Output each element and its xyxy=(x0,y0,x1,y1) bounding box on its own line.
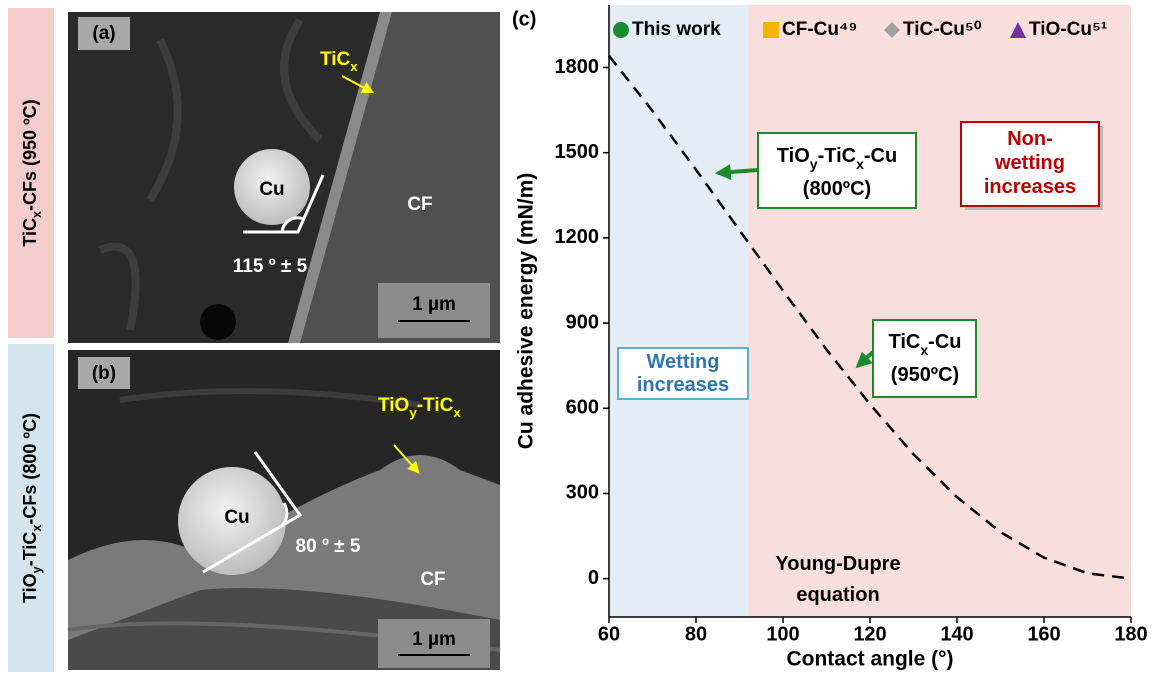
annotation-text-part: increases xyxy=(637,374,729,396)
annotation-text: wetting xyxy=(994,152,1065,174)
side-label-part: TiO xyxy=(20,573,40,603)
annotation-box xyxy=(617,347,749,400)
annotation-arrow xyxy=(855,350,875,369)
annotation-text: Wetting xyxy=(647,351,720,373)
phase-label: TiOy-TiCx xyxy=(378,395,461,420)
annotation-text: increases xyxy=(984,176,1076,198)
phase-label-part: x xyxy=(350,59,358,74)
legend-label: This work xyxy=(632,19,721,40)
angle-label: 115 º ± 5 xyxy=(233,256,308,277)
side-bar xyxy=(8,8,54,338)
y-tick-label: 900 xyxy=(566,311,599,333)
scale-label: 1 µm xyxy=(412,629,456,650)
annotation-text: TiOy-TiCx-Cu xyxy=(777,145,897,171)
annotation-arrow xyxy=(714,164,759,181)
annotation-text-part: TiC xyxy=(889,331,921,353)
region xyxy=(748,5,1131,617)
annotation-text: Non- xyxy=(1007,128,1053,150)
x-tick-label: 100 xyxy=(766,623,799,645)
side-label-part: -CFs (800 ºC) xyxy=(20,413,40,525)
annotation-text-part: y xyxy=(810,156,818,172)
annotation-text: equation xyxy=(796,584,879,606)
x-tick-label: 80 xyxy=(685,623,707,645)
annotation-box xyxy=(872,319,977,398)
annotation-text-part: -TiC xyxy=(818,145,857,167)
sem-image-b xyxy=(67,350,501,670)
phase-label-part: y xyxy=(409,405,417,420)
fiber-label: CF xyxy=(420,569,445,590)
side-label-part: y xyxy=(30,566,44,573)
x-tick-label: 160 xyxy=(1027,623,1060,645)
annotation-text-part: TiO xyxy=(777,145,810,167)
side-label-part: -CFs (950 ºC) xyxy=(20,99,40,211)
annotation-text-part: equation xyxy=(796,584,879,606)
particle-label: Cu xyxy=(259,179,284,200)
side-label-part: x xyxy=(30,211,44,218)
y-tick-label: 0 xyxy=(588,567,599,589)
y-tick-label: 1800 xyxy=(555,56,600,78)
phase-label-part: TiC xyxy=(320,49,351,70)
y-tick-label: 1500 xyxy=(555,141,600,163)
annotation-box xyxy=(960,121,1100,207)
legend-marker xyxy=(613,22,629,38)
y-tick-label: 600 xyxy=(566,397,599,419)
particle-label: Cu xyxy=(224,507,249,528)
annotation-text: (950ºC) xyxy=(891,364,959,386)
legend-label: TiC-Cu⁵⁰ xyxy=(903,19,982,40)
panel-label: (a) xyxy=(92,23,115,44)
phase-label: TiCx xyxy=(320,49,358,74)
y-axis-label: Cu adhesive energy (mN/m) xyxy=(515,173,538,450)
side-label: TiOy-TiCx-CFs (800 ºC) xyxy=(20,413,45,603)
y-tick-label: 300 xyxy=(566,482,599,504)
annotation-text-part: wetting xyxy=(994,152,1065,174)
annotation-text-part: (950ºC) xyxy=(891,364,959,386)
x-tick-label: 120 xyxy=(853,623,886,645)
annotation-text: (800ºC) xyxy=(803,178,871,200)
annotation-text-part: increases xyxy=(984,176,1076,198)
side-label-part: x xyxy=(30,525,44,532)
sem-image-a xyxy=(68,12,500,343)
legend-marker xyxy=(763,22,779,38)
annotation-text: Young-Dupre xyxy=(775,553,900,575)
scale-label: 1 µm xyxy=(412,294,456,315)
annotation-text: TiCx-Cu xyxy=(889,331,962,357)
annotation-text-part: Young-Dupre xyxy=(775,553,900,575)
x-tick-label: 180 xyxy=(1114,623,1147,645)
annotation-text-part: Non- xyxy=(1007,128,1053,150)
annotation-text-part: Wetting xyxy=(647,351,720,373)
annotation-text-part: -Cu xyxy=(864,145,897,167)
annotation-text: increases xyxy=(637,374,729,396)
annotation-text-part: x xyxy=(920,342,928,358)
annotation-text-part: -Cu xyxy=(928,331,961,353)
x-tick-label: 60 xyxy=(598,623,620,645)
fiber-label: CF xyxy=(407,194,432,215)
annotation-box xyxy=(757,132,917,209)
phase-label-part: x xyxy=(453,405,461,420)
model-curve xyxy=(608,55,1132,580)
annotation-text-part: x xyxy=(856,156,864,172)
phase-label-part: TiO xyxy=(378,395,409,416)
angle-label: 80 º ± 5 xyxy=(296,536,361,557)
legend-marker xyxy=(884,22,900,38)
x-tick-label: 140 xyxy=(940,623,973,645)
region xyxy=(609,5,749,617)
x-axis-label: Contact angle (°) xyxy=(786,648,953,671)
phase-label-part: -TiC xyxy=(417,395,454,416)
side-label: TiCx-CFs (950 ºC) xyxy=(20,99,45,246)
side-label-part: -TiC xyxy=(20,532,40,567)
legend-label: CF-Cu⁴⁹ xyxy=(782,19,857,40)
legend-label: TiO-Cu⁵¹ xyxy=(1029,19,1107,40)
y-tick-label: 1200 xyxy=(555,226,600,248)
annotation-text-part: (800ºC) xyxy=(803,178,871,200)
side-label-part: TiC xyxy=(20,218,40,247)
side-bar xyxy=(8,344,54,672)
panel-label: (c) xyxy=(512,8,536,30)
legend-marker xyxy=(1010,22,1026,38)
panel-label: (b) xyxy=(92,363,116,384)
